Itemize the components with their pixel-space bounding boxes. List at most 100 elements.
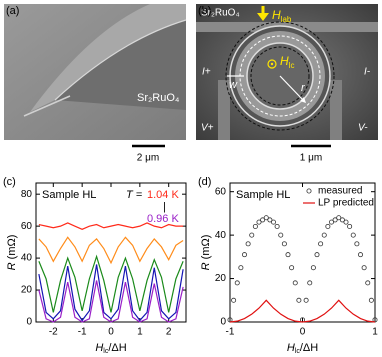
x-label-rest: /ΔH: [300, 342, 318, 354]
y-axis-label: R (mΩ): [200, 235, 212, 271]
x-label-subscript: lc: [295, 348, 301, 355]
data-point: [292, 280, 298, 286]
temp-low: 0.96 K: [147, 213, 179, 225]
sem-image-b: Sr₂RuO₄ Hlab Hlc I+ I- V+ V- w r: [196, 4, 378, 140]
sem-image-a: Sr₂RuO₄: [4, 4, 187, 140]
field-lc-label: Hlc: [280, 54, 294, 70]
data-line: [38, 254, 184, 313]
data-line: [38, 264, 184, 322]
voltage-minus: V-: [358, 123, 368, 134]
data-point: [332, 217, 338, 223]
data-point: [368, 297, 374, 303]
plot-area: [38, 222, 184, 323]
field-out-dot: [270, 62, 274, 66]
y-tick-label: 80: [21, 189, 33, 200]
field-out-symbol: [267, 59, 277, 69]
y-axis-label: R (mΩ): [6, 235, 18, 271]
radius-label: r: [301, 82, 306, 94]
legend-label: LP predicted: [318, 198, 374, 209]
lead-left: [218, 80, 230, 140]
y-tick-label: 60: [215, 186, 227, 197]
dashed-inner: [250, 46, 310, 106]
material-label: Sr₂RuO₄: [137, 92, 180, 104]
data-point: [252, 223, 258, 229]
data-point: [318, 241, 324, 247]
field-arrow-head: [257, 13, 269, 21]
data-point: [260, 217, 266, 223]
data-point: [310, 265, 316, 271]
data-point: [234, 280, 240, 286]
data-point: [245, 241, 251, 247]
data-point: [336, 215, 342, 221]
lead-right: [330, 80, 342, 140]
data-point: [339, 217, 345, 223]
legend-swatch: [306, 188, 312, 194]
data-point: [354, 241, 360, 247]
data-point: [307, 280, 313, 286]
x-tick-label: 0: [108, 327, 114, 338]
x-tick-label: -1: [226, 327, 235, 338]
radius-arrow-head: [300, 97, 306, 103]
x-label-subscript: lc: [103, 348, 109, 355]
data-line: [229, 299, 376, 323]
x-tick-label: 2: [166, 327, 172, 338]
data-point: [321, 232, 327, 238]
temp-high: 1.04 K: [147, 189, 179, 201]
crystal-edge: [54, 19, 187, 101]
x-tick-label: 1: [137, 327, 143, 338]
field-symbol: H: [272, 8, 281, 22]
data-line: [38, 280, 184, 323]
y-tick-label: 20: [21, 285, 33, 296]
panel-label: (d): [198, 176, 211, 188]
y-tick-label: 20: [215, 273, 227, 284]
x-tick-label: -2: [49, 327, 58, 338]
field-lab-label: Hlab: [272, 8, 292, 24]
data-point: [241, 252, 247, 258]
data-point: [361, 265, 367, 271]
x-tick-label: 0: [300, 327, 306, 338]
data-point: [289, 265, 295, 271]
y-label-symbol: R: [200, 262, 212, 270]
crystal-surface: [30, 4, 186, 112]
data-point: [343, 219, 349, 225]
y-label-unit: (mΩ): [6, 235, 18, 263]
temperature-label: T =: [126, 189, 143, 201]
x-tick-label: -1: [78, 327, 87, 338]
data-point: [365, 280, 371, 286]
temp-separator: |: [163, 201, 166, 213]
legend-label: measured: [318, 186, 362, 197]
data-point: [303, 297, 309, 303]
width-label: w: [229, 79, 238, 91]
data-point: [249, 232, 255, 238]
scale-bar-label: 2 μm: [137, 153, 159, 164]
radius-arrow: [279, 75, 304, 101]
data-point: [328, 219, 334, 225]
panel-label: (a): [6, 5, 19, 17]
x-label-symbol: H: [287, 342, 295, 354]
sample-label: Sample HL: [42, 189, 96, 201]
field-subscript: lc: [289, 61, 295, 70]
data-point: [357, 252, 363, 258]
field-subscript: lab: [281, 15, 292, 24]
material-label: Sr₂RuO₄: [201, 8, 240, 19]
data-line: [38, 236, 184, 265]
data-point: [285, 252, 291, 258]
y-tick-label: 0: [220, 317, 226, 328]
sample-label: Sample HL: [236, 189, 290, 201]
data-point: [278, 232, 284, 238]
data-point: [314, 252, 320, 258]
panel-label: (b): [198, 5, 211, 17]
data-point: [350, 232, 356, 238]
data-point: [238, 265, 244, 271]
x-tick-label: 1: [372, 327, 378, 338]
data-point: [263, 215, 269, 221]
data-point: [274, 223, 280, 229]
plot-area: [227, 215, 378, 323]
y-tick-label: 0: [26, 317, 32, 328]
panel-label: (c): [3, 176, 16, 188]
data-point: [256, 219, 262, 225]
y-tick-label: 40: [21, 253, 33, 264]
data-line: [38, 222, 184, 230]
ring-lead: [23, 95, 71, 117]
